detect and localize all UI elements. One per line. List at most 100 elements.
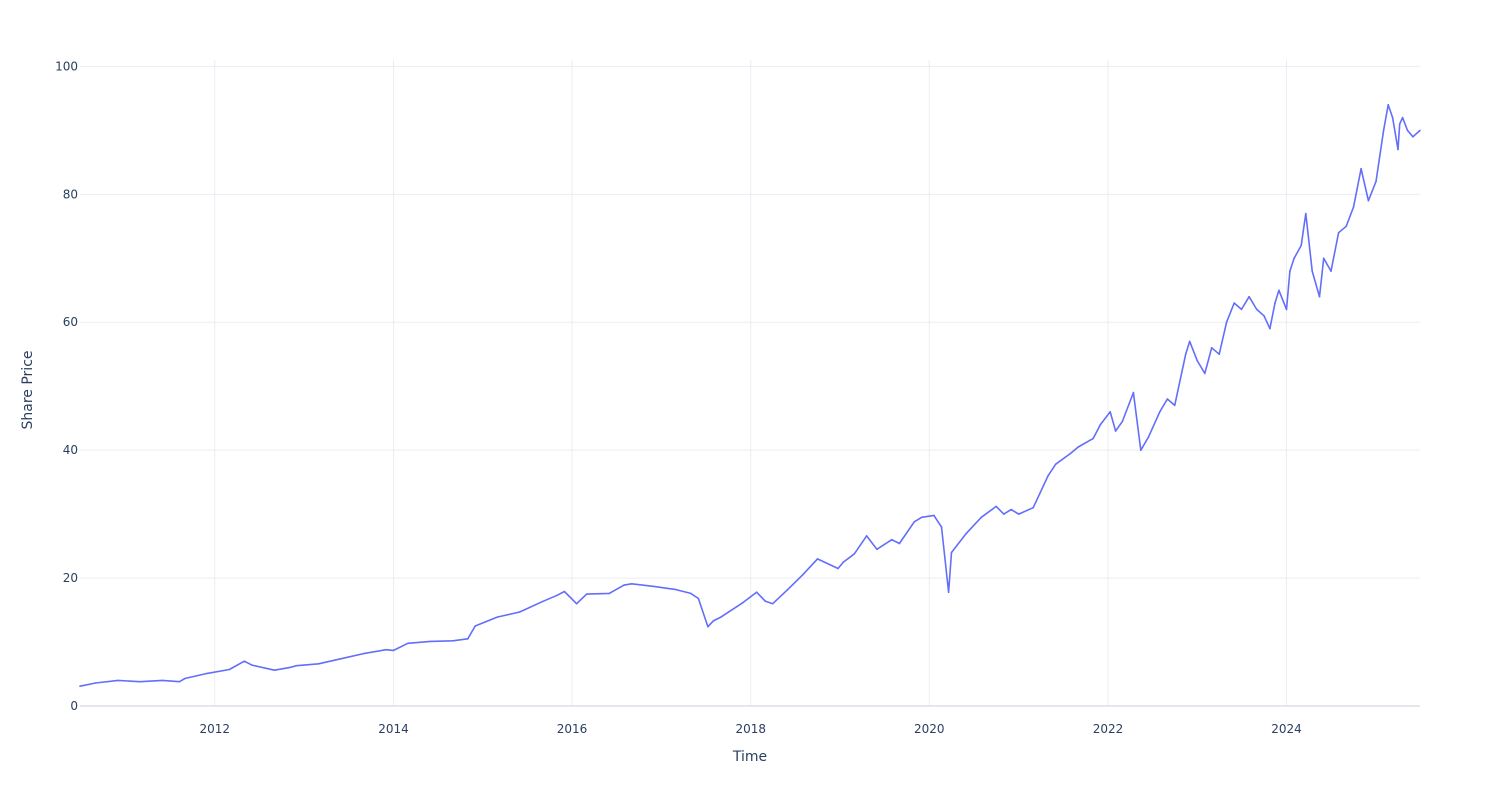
series-point	[1419, 129, 1421, 132]
series-point	[630, 583, 633, 585]
series-point	[1360, 167, 1362, 170]
series-point	[556, 594, 558, 597]
series-point	[117, 679, 119, 682]
series-point	[786, 588, 789, 591]
series-point	[1109, 411, 1111, 413]
series-point	[1278, 289, 1280, 292]
series-point	[1099, 423, 1102, 426]
y-tick-label: 0	[70, 699, 78, 713]
series-point	[950, 551, 953, 554]
y-tick-label: 40	[63, 443, 78, 457]
series-point	[575, 602, 578, 605]
series-point	[1017, 513, 1020, 515]
series-point	[1166, 398, 1169, 400]
series-point	[228, 668, 231, 671]
series-point	[1289, 270, 1291, 272]
series-point	[1240, 308, 1243, 311]
series-point	[771, 602, 774, 605]
series-point	[1173, 404, 1176, 407]
series-point	[161, 679, 164, 682]
series-point	[1218, 353, 1220, 356]
x-tick-label: 2014	[378, 722, 409, 736]
series-point	[608, 592, 610, 595]
series-point	[392, 649, 395, 652]
series-point	[965, 532, 968, 535]
series-point	[467, 638, 469, 640]
series-point	[816, 558, 819, 560]
y-tick-label: 100	[55, 59, 78, 73]
y-tick-label: 60	[63, 315, 78, 329]
series-point	[764, 600, 766, 602]
y-axis-title: Share Price	[20, 350, 36, 429]
x-tick-label: 2012	[199, 722, 230, 736]
series-point	[206, 672, 208, 675]
series-point	[94, 682, 97, 684]
series-point	[947, 591, 950, 593]
series-point	[1337, 231, 1340, 234]
series-point	[1114, 430, 1117, 432]
series-point	[273, 669, 276, 671]
series-point	[1184, 353, 1187, 356]
series-point	[980, 516, 983, 519]
series-point	[1077, 446, 1079, 448]
x-tick-label: 2016	[557, 722, 588, 736]
series-point	[1345, 225, 1347, 228]
series-point	[407, 642, 409, 645]
series-point	[876, 548, 878, 551]
x-tick-label: 2024	[1271, 722, 1302, 736]
series-point	[1352, 206, 1355, 208]
series-point	[1196, 359, 1198, 362]
series-point	[288, 666, 291, 669]
series-point	[1311, 270, 1313, 272]
series-point	[1003, 513, 1005, 515]
series-point	[139, 680, 141, 683]
series-point	[541, 600, 543, 603]
x-tick-label: 2022	[1093, 722, 1124, 736]
y-tick-label: 20	[63, 571, 78, 585]
series-point	[920, 516, 923, 519]
series-point	[853, 553, 856, 555]
x-axis-title: Time	[732, 749, 767, 765]
series-point	[1401, 116, 1404, 119]
grid-lines	[80, 60, 1420, 707]
series-point	[385, 648, 387, 651]
series-point	[1054, 463, 1057, 466]
series-point	[842, 561, 845, 563]
series-point	[178, 680, 181, 683]
series-point	[1397, 148, 1399, 151]
series-point	[1269, 327, 1271, 330]
series-point	[933, 514, 935, 517]
series-point	[1047, 474, 1049, 477]
series-point	[675, 588, 677, 591]
series-point	[1255, 308, 1258, 311]
series-point	[712, 620, 715, 622]
y-tick-label: 80	[63, 187, 78, 201]
series-point	[801, 574, 804, 576]
series-point	[1412, 136, 1414, 138]
series-point	[623, 584, 625, 586]
series-point	[1121, 420, 1124, 423]
series-point	[995, 505, 997, 508]
series-point	[898, 542, 901, 545]
series-point	[1406, 129, 1409, 132]
series-point	[1233, 302, 1235, 304]
series-point	[1210, 347, 1213, 349]
series-point	[79, 685, 81, 687]
series-point	[1140, 449, 1142, 452]
series-point	[563, 590, 566, 593]
series-point	[1387, 104, 1389, 106]
series-point	[1285, 308, 1288, 311]
series-point	[474, 625, 477, 627]
series-point	[755, 591, 758, 593]
x-tick-label: 2018	[735, 722, 766, 736]
series-point	[690, 592, 692, 595]
series-point	[243, 660, 246, 662]
series-point	[1069, 452, 1072, 455]
plot-area	[79, 104, 1421, 687]
series-point	[1367, 199, 1370, 202]
series-point	[1293, 257, 1295, 260]
tick-labels: 0 20 40 60 80 100 2012 2014 2016 2018 2020 2022 2024	[55, 59, 1302, 736]
series-point	[452, 640, 454, 642]
